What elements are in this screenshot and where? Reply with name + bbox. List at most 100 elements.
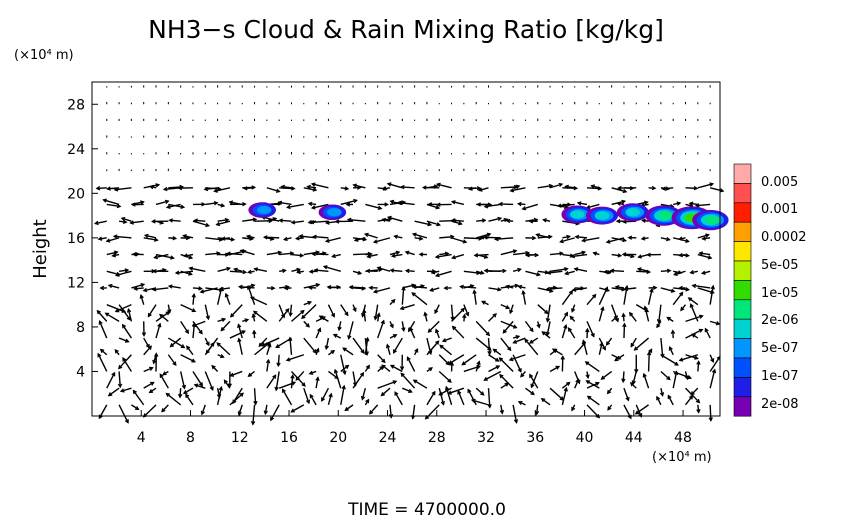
wind-vector	[668, 346, 674, 356]
wind-arrowhead	[483, 376, 488, 381]
wind-arrowhead	[476, 186, 482, 191]
wind-vector	[529, 337, 539, 344]
wind-vector	[439, 235, 454, 239]
wind-arrowhead	[102, 198, 107, 203]
wind-vector	[537, 287, 553, 293]
wind-vector	[250, 296, 268, 306]
wind-arrowhead	[239, 249, 245, 254]
wind-vector	[658, 304, 662, 323]
wind-vector	[175, 270, 194, 274]
wind-arrowhead	[462, 313, 467, 319]
wind-arrowhead	[621, 312, 626, 318]
wind-arrowhead	[408, 327, 413, 333]
wind-arrowhead	[646, 350, 652, 356]
wind-arrowhead	[122, 357, 127, 362]
wind-vector	[696, 203, 711, 207]
wind-arrowhead	[428, 350, 433, 356]
wind-vector	[143, 237, 158, 241]
wind-arrowhead	[404, 268, 410, 274]
wind-arrowhead	[114, 308, 120, 313]
wind-vector	[586, 321, 595, 337]
wind-arrowhead	[438, 391, 443, 396]
y-tick-label: 20	[67, 186, 85, 202]
wind-vector	[291, 310, 305, 322]
wind-arrowhead	[393, 234, 398, 239]
wind-arrowhead	[414, 347, 419, 353]
wind-vector	[184, 253, 194, 257]
wind-arrowhead	[220, 327, 225, 332]
wind-vector	[448, 387, 465, 395]
wind-arrowhead	[605, 287, 611, 292]
wind-vector	[221, 237, 231, 240]
wind-arrowhead	[389, 199, 395, 205]
wind-arrowhead	[399, 366, 405, 371]
x-axis-unit: (×10⁴ m)	[652, 450, 712, 465]
wind-vector	[144, 234, 157, 239]
wind-vector	[577, 202, 588, 206]
cloud-contour	[327, 208, 342, 217]
cloud-contour	[256, 205, 272, 215]
wind-arrowhead	[392, 380, 398, 385]
x-tick-label: 48	[674, 430, 692, 446]
wind-arrowhead	[649, 287, 654, 293]
wind-vector	[374, 304, 379, 320]
wind-arrowhead	[520, 373, 525, 378]
wind-arrowhead	[389, 268, 395, 273]
wind-arrowhead	[191, 308, 197, 313]
wind-arrowhead	[614, 357, 619, 362]
wind-arrowhead	[627, 235, 633, 240]
wind-arrowhead	[590, 184, 595, 189]
wind-arrowhead	[129, 220, 134, 225]
wind-arrowhead	[445, 361, 451, 366]
wind-vector	[561, 312, 568, 322]
x-tick-label: 8	[186, 430, 195, 446]
wind-arrowhead	[188, 271, 193, 276]
wind-arrowhead	[347, 335, 352, 340]
wind-arrowhead	[94, 220, 99, 226]
wind-vector	[121, 217, 132, 222]
wind-arrowhead	[628, 311, 634, 317]
wind-arrowhead	[276, 362, 281, 368]
wind-vector	[261, 216, 280, 222]
colorbar-label: 2e-06	[761, 313, 799, 328]
wind-vector	[333, 333, 342, 339]
colorbar-label: 0.0002	[761, 230, 807, 245]
wind-vector	[572, 287, 588, 291]
wind-arrowhead	[544, 309, 549, 315]
wind-arrowhead	[200, 410, 205, 416]
wind-arrowhead	[545, 286, 551, 292]
wind-vector	[685, 187, 698, 190]
wind-vector	[238, 338, 243, 355]
wind-vector	[167, 304, 171, 313]
wind-vector	[660, 388, 664, 396]
wind-arrowhead	[499, 409, 505, 415]
wind-vector	[568, 327, 576, 339]
wind-vector	[452, 326, 465, 339]
wind-vector	[155, 200, 169, 206]
wind-vector	[400, 303, 415, 310]
wind-vector	[216, 388, 221, 398]
wind-arrowhead	[678, 357, 684, 362]
wind-vector	[475, 270, 484, 275]
wind-arrowhead	[595, 414, 601, 419]
wind-vector	[394, 235, 403, 239]
wind-arrowhead	[141, 332, 147, 337]
wind-vector	[457, 390, 465, 406]
wind-arrowhead	[711, 368, 717, 374]
wind-arrowhead	[226, 251, 231, 256]
wind-vector	[411, 292, 428, 306]
wind-vector	[709, 404, 712, 421]
wind-arrowhead	[573, 267, 579, 272]
wind-vector	[656, 396, 662, 406]
wind-arrowhead	[600, 375, 606, 380]
wind-vector	[622, 313, 625, 322]
wind-arrowhead	[245, 234, 251, 239]
wind-vector	[610, 304, 619, 322]
x-tick-label: 12	[231, 430, 249, 446]
wind-arrowhead	[462, 239, 468, 244]
wind-arrowhead	[312, 187, 318, 192]
wind-vector	[106, 203, 121, 208]
wind-vector	[279, 252, 294, 256]
wind-vector	[660, 269, 671, 272]
wind-arrowhead	[167, 284, 173, 289]
